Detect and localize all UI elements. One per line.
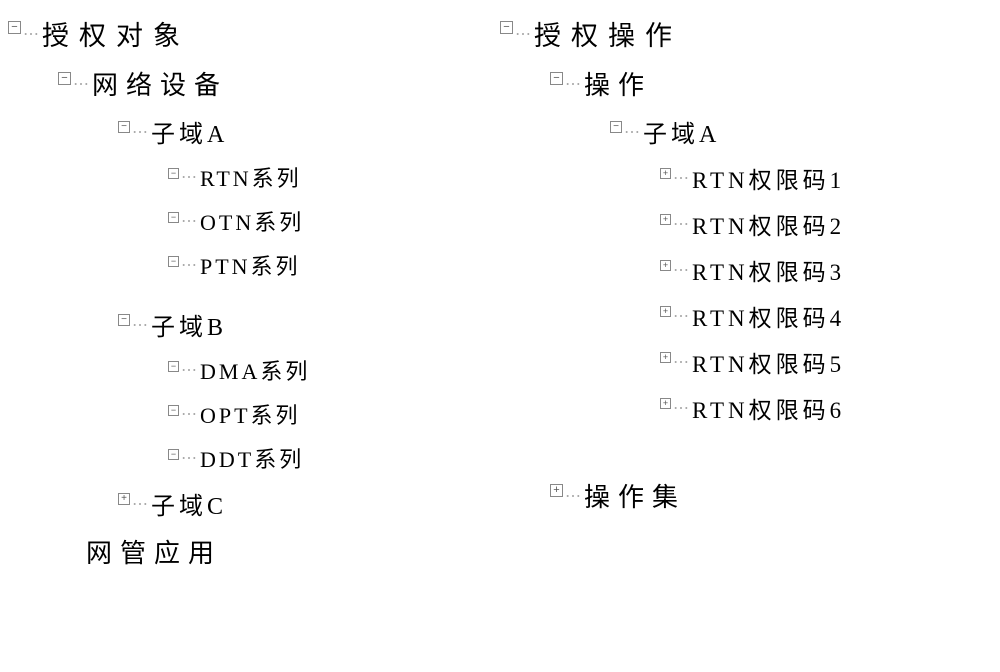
tree-row: + ⋯ RTN权限码1 — [500, 155, 992, 201]
connector-dots: ⋯ — [515, 24, 530, 44]
collapse-icon[interactable]: − — [118, 121, 130, 133]
rtn-series: RTN系列 — [200, 161, 302, 193]
connector-dots: ⋯ — [181, 255, 196, 275]
expand-icon[interactable]: + — [660, 398, 671, 409]
collapse-icon[interactable]: − — [168, 256, 179, 267]
expand-icon[interactable]: + — [660, 352, 671, 363]
subdomain-a-ops: 子域A — [643, 114, 720, 149]
connector-dots: ⋯ — [673, 352, 688, 372]
subdomain-a: 子域A — [151, 114, 228, 149]
perm-code-5: RTN权限码5 — [692, 345, 845, 379]
tree-row: − ⋯ 网络设备 — [8, 59, 500, 108]
connector-dots: ⋯ — [565, 74, 580, 94]
collapse-icon[interactable]: − — [168, 212, 179, 223]
collapse-icon[interactable]: − — [118, 314, 130, 326]
expand-icon[interactable]: + — [660, 260, 671, 271]
expand-icon[interactable]: + — [550, 484, 563, 497]
opt-series: OPT系列 — [200, 398, 301, 430]
otn-series: OTN系列 — [200, 205, 304, 237]
op-set: 操作集 — [584, 477, 686, 514]
tree-row: − ⋯ 授权操作 — [500, 8, 992, 59]
connector-dots: ⋯ — [181, 167, 196, 187]
connector-dots: ⋯ — [673, 214, 688, 234]
perm-code-2: RTN权限码2 — [692, 207, 845, 241]
tree-row: + ⋯ 操作集 — [500, 471, 992, 520]
tree-row: − ⋯ 子域A — [8, 108, 500, 155]
connector-dots: ⋯ — [181, 211, 196, 231]
connector-dots: ⋯ — [132, 122, 147, 142]
connector-dots: ⋯ — [673, 260, 688, 280]
tree-row: − ⋯ DMA系列 — [8, 348, 500, 392]
tree-row: − ⋯ 子域A — [500, 108, 992, 155]
subdomain-b: 子域B — [151, 307, 227, 342]
connector-dots: ⋯ — [673, 398, 688, 418]
tree-row: − ⋯ 子域B — [8, 301, 500, 348]
tree-row: 网管应用 — [8, 527, 500, 576]
tree-row: − ⋯ PTN系列 — [8, 243, 500, 287]
collapse-icon[interactable]: − — [500, 21, 513, 34]
tree-row: − ⋯ OPT系列 — [8, 392, 500, 436]
expand-icon[interactable]: + — [660, 214, 671, 225]
connector-dots: ⋯ — [181, 448, 196, 468]
collapse-icon[interactable]: − — [58, 72, 71, 85]
connector-dots: ⋯ — [181, 404, 196, 424]
collapse-icon[interactable]: − — [8, 21, 21, 34]
connector-dots: ⋯ — [181, 360, 196, 380]
tree-row: + ⋯ RTN权限码5 — [500, 339, 992, 385]
connector-dots: ⋯ — [23, 24, 38, 44]
right-tree: − ⋯ 授权操作 − ⋯ 操作 − ⋯ 子域A + ⋯ RTN权限码1 + ⋯ … — [500, 8, 992, 576]
perm-code-6: RTN权限码6 — [692, 391, 845, 425]
collapse-icon[interactable]: − — [168, 361, 179, 372]
left-tree: − ⋯ 授权对象 − ⋯ 网络设备 − ⋯ 子域A − ⋯ RTN系列 − ⋯ … — [8, 8, 500, 576]
tree-row: + ⋯ RTN权限码4 — [500, 293, 992, 339]
subdomain-c: 子域C — [151, 486, 227, 521]
ptn-series: PTN系列 — [200, 249, 301, 281]
connector-dots: ⋯ — [673, 306, 688, 326]
expand-icon[interactable]: + — [660, 168, 671, 179]
tree-row: − ⋯ 授权对象 — [8, 8, 500, 59]
connector-dots: ⋯ — [624, 122, 639, 142]
tree-row: + ⋯ 子域C — [8, 480, 500, 527]
expand-icon[interactable]: + — [660, 306, 671, 317]
tree-row: + ⋯ RTN权限码2 — [500, 201, 992, 247]
tree-row: + ⋯ RTN权限码3 — [500, 247, 992, 293]
perm-code-1: RTN权限码1 — [692, 161, 845, 195]
connector-dots: ⋯ — [73, 74, 88, 94]
perm-code-3: RTN权限码3 — [692, 253, 845, 287]
ddt-series: DDT系列 — [200, 442, 304, 474]
collapse-icon[interactable]: − — [168, 449, 179, 460]
collapse-icon[interactable]: − — [610, 121, 622, 133]
expand-icon[interactable]: + — [118, 493, 130, 505]
connector-dots: ⋯ — [132, 494, 147, 514]
auth-object-title: 授权对象 — [42, 14, 190, 53]
nms-app: 网管应用 — [86, 533, 222, 570]
tree-row: − ⋯ DDT系列 — [8, 436, 500, 480]
connector-dots: ⋯ — [132, 315, 147, 335]
connector-dots: ⋯ — [673, 168, 688, 188]
collapse-icon[interactable]: − — [550, 72, 563, 85]
collapse-icon[interactable]: − — [168, 405, 179, 416]
dma-series: DMA系列 — [200, 354, 310, 386]
ops: 操作 — [584, 65, 652, 102]
tree-row: − ⋯ 操作 — [500, 59, 992, 108]
perm-code-4: RTN权限码4 — [692, 299, 845, 333]
auth-ops-title: 授权操作 — [534, 14, 682, 53]
tree-row: − ⋯ RTN系列 — [8, 155, 500, 199]
tree-row: + ⋯ RTN权限码6 — [500, 385, 992, 431]
tree-row: − ⋯ OTN系列 — [8, 199, 500, 243]
network-devices: 网络设备 — [92, 65, 228, 102]
connector-dots: ⋯ — [565, 486, 580, 506]
collapse-icon[interactable]: − — [168, 168, 179, 179]
